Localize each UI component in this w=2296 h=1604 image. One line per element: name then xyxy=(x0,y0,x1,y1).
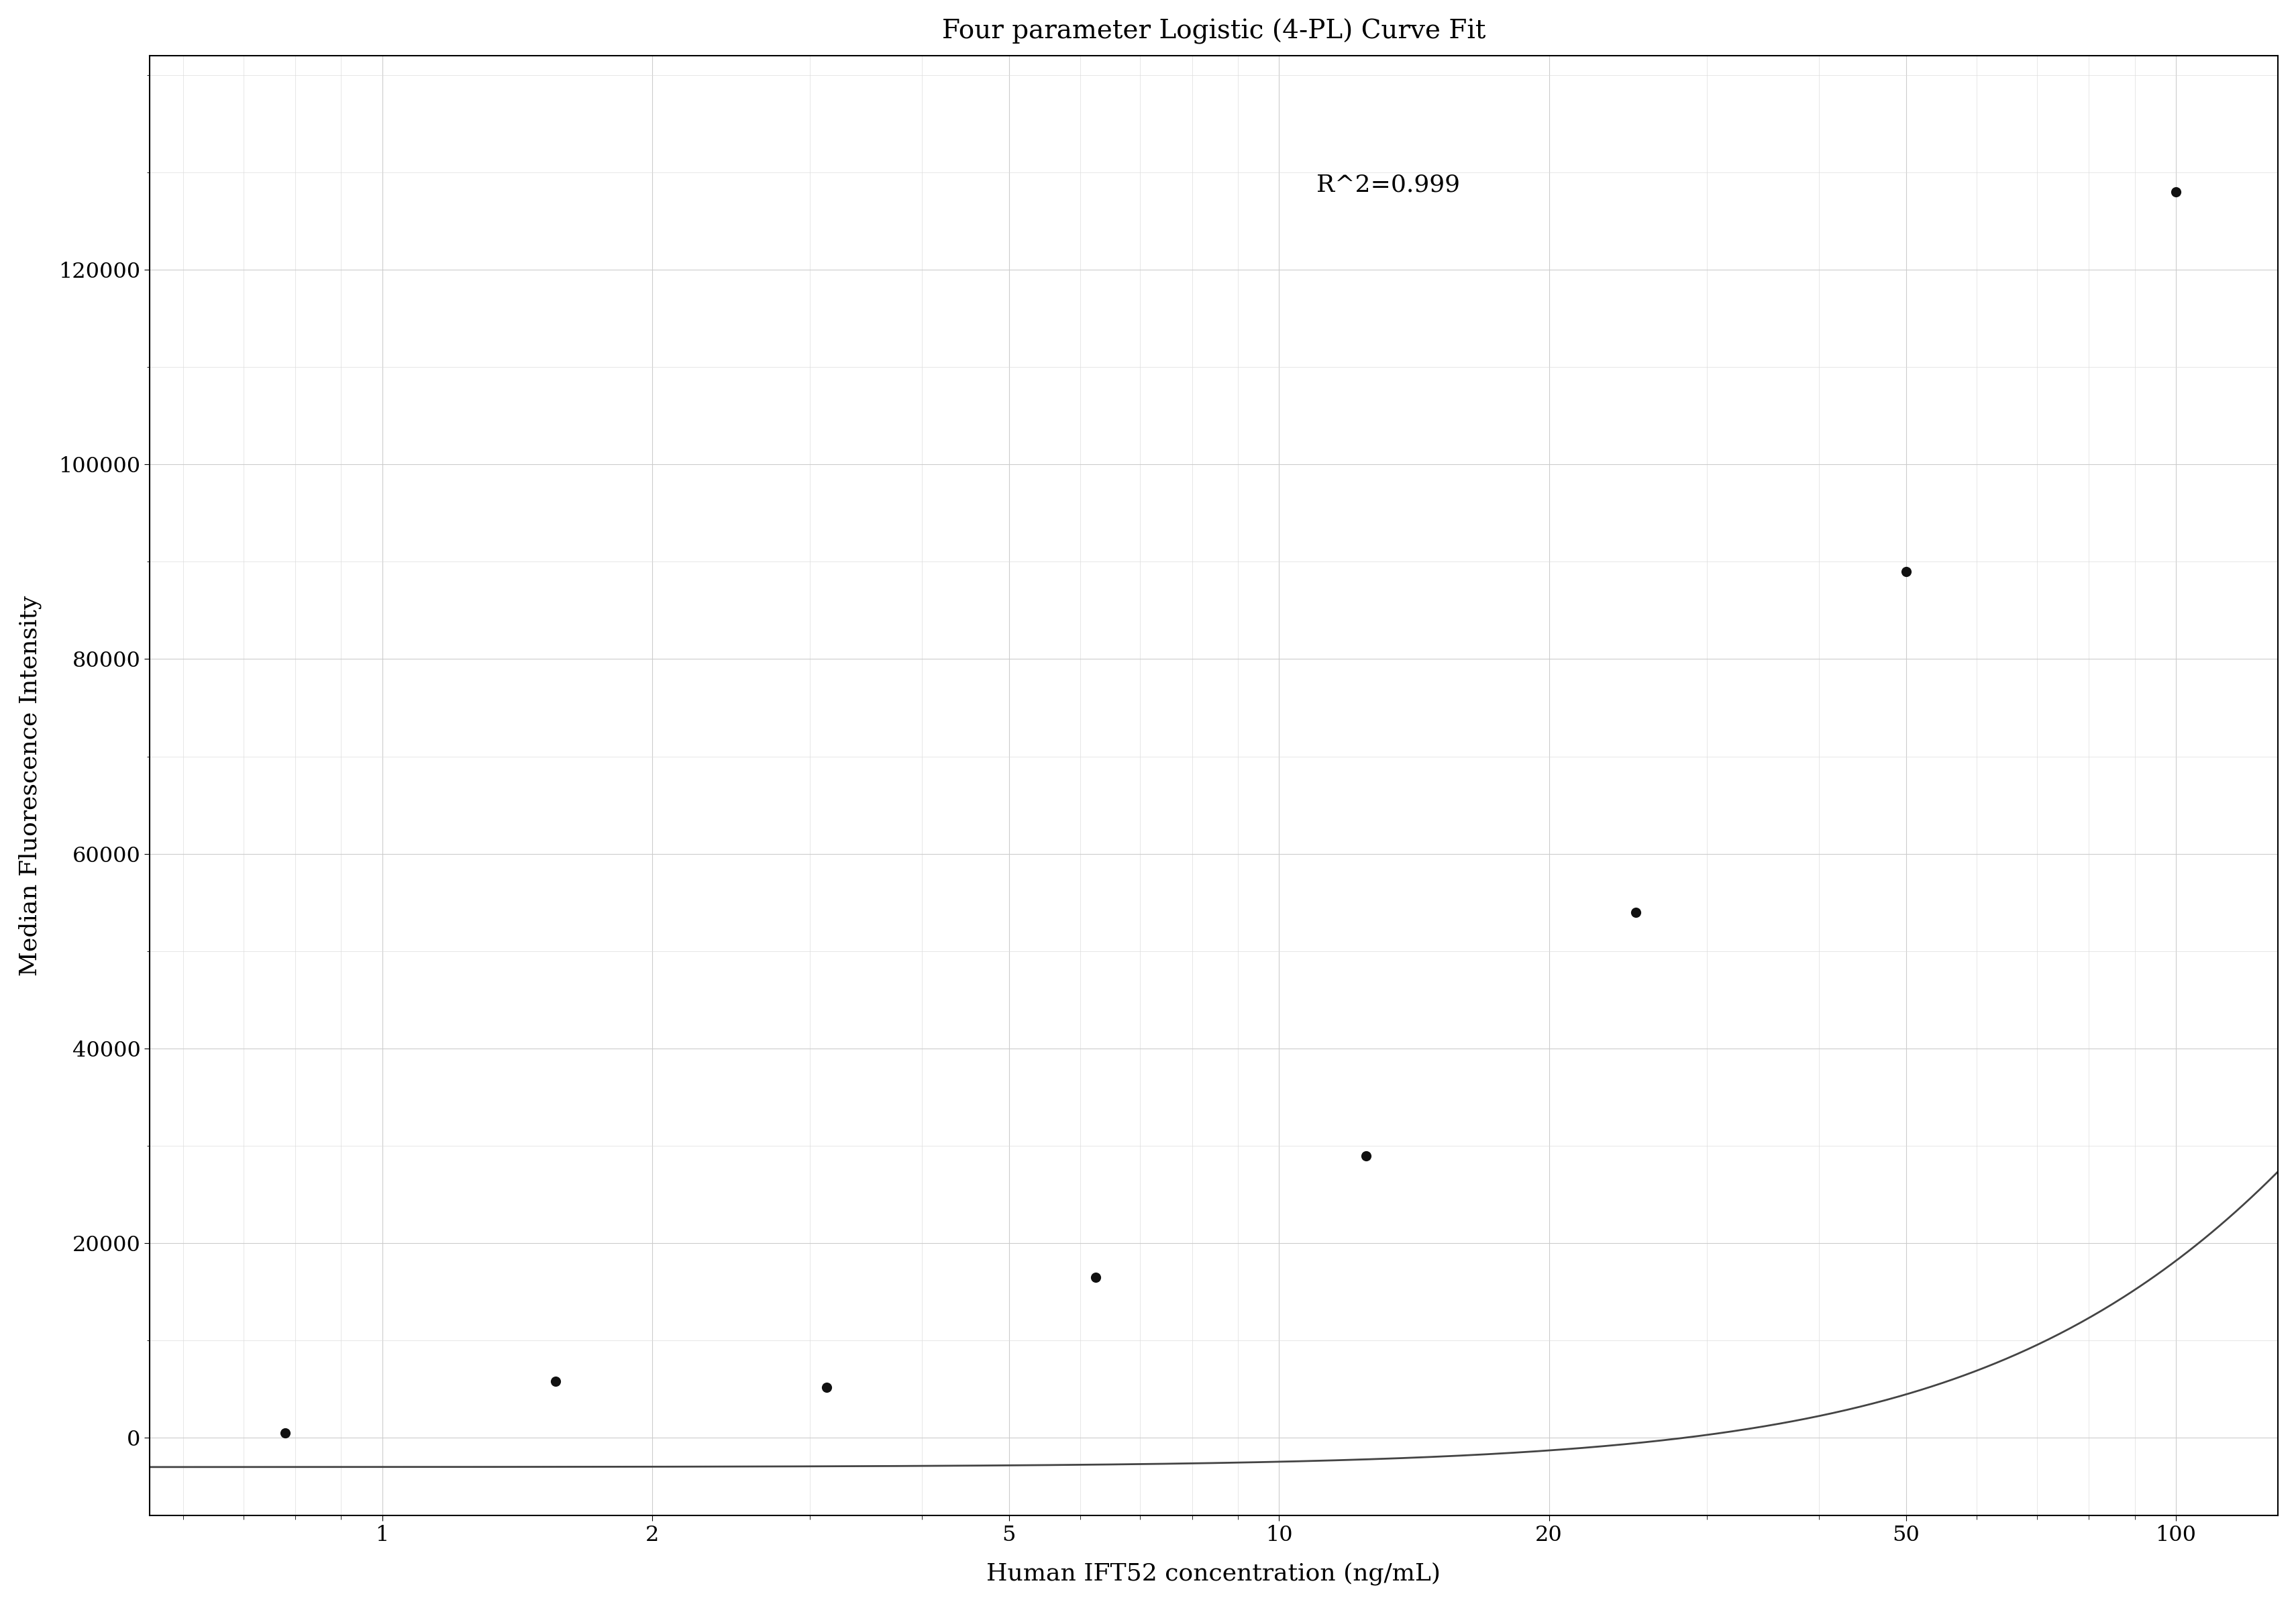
Y-axis label: Median Fluorescence Intensity: Median Fluorescence Intensity xyxy=(18,595,41,975)
Point xyxy=(1616,900,1653,926)
Point xyxy=(266,1420,303,1445)
Point xyxy=(1887,558,1924,584)
Point xyxy=(808,1375,845,1400)
Title: Four parameter Logistic (4-PL) Curve Fit: Four parameter Logistic (4-PL) Curve Fit xyxy=(941,19,1486,45)
X-axis label: Human IFT52 concentration (ng/mL): Human IFT52 concentration (ng/mL) xyxy=(987,1562,1440,1585)
Point xyxy=(1077,1264,1114,1290)
Point xyxy=(537,1368,574,1394)
Point xyxy=(2156,180,2193,205)
Text: R^2=0.999: R^2=0.999 xyxy=(1316,173,1460,196)
Point xyxy=(1348,1142,1384,1168)
